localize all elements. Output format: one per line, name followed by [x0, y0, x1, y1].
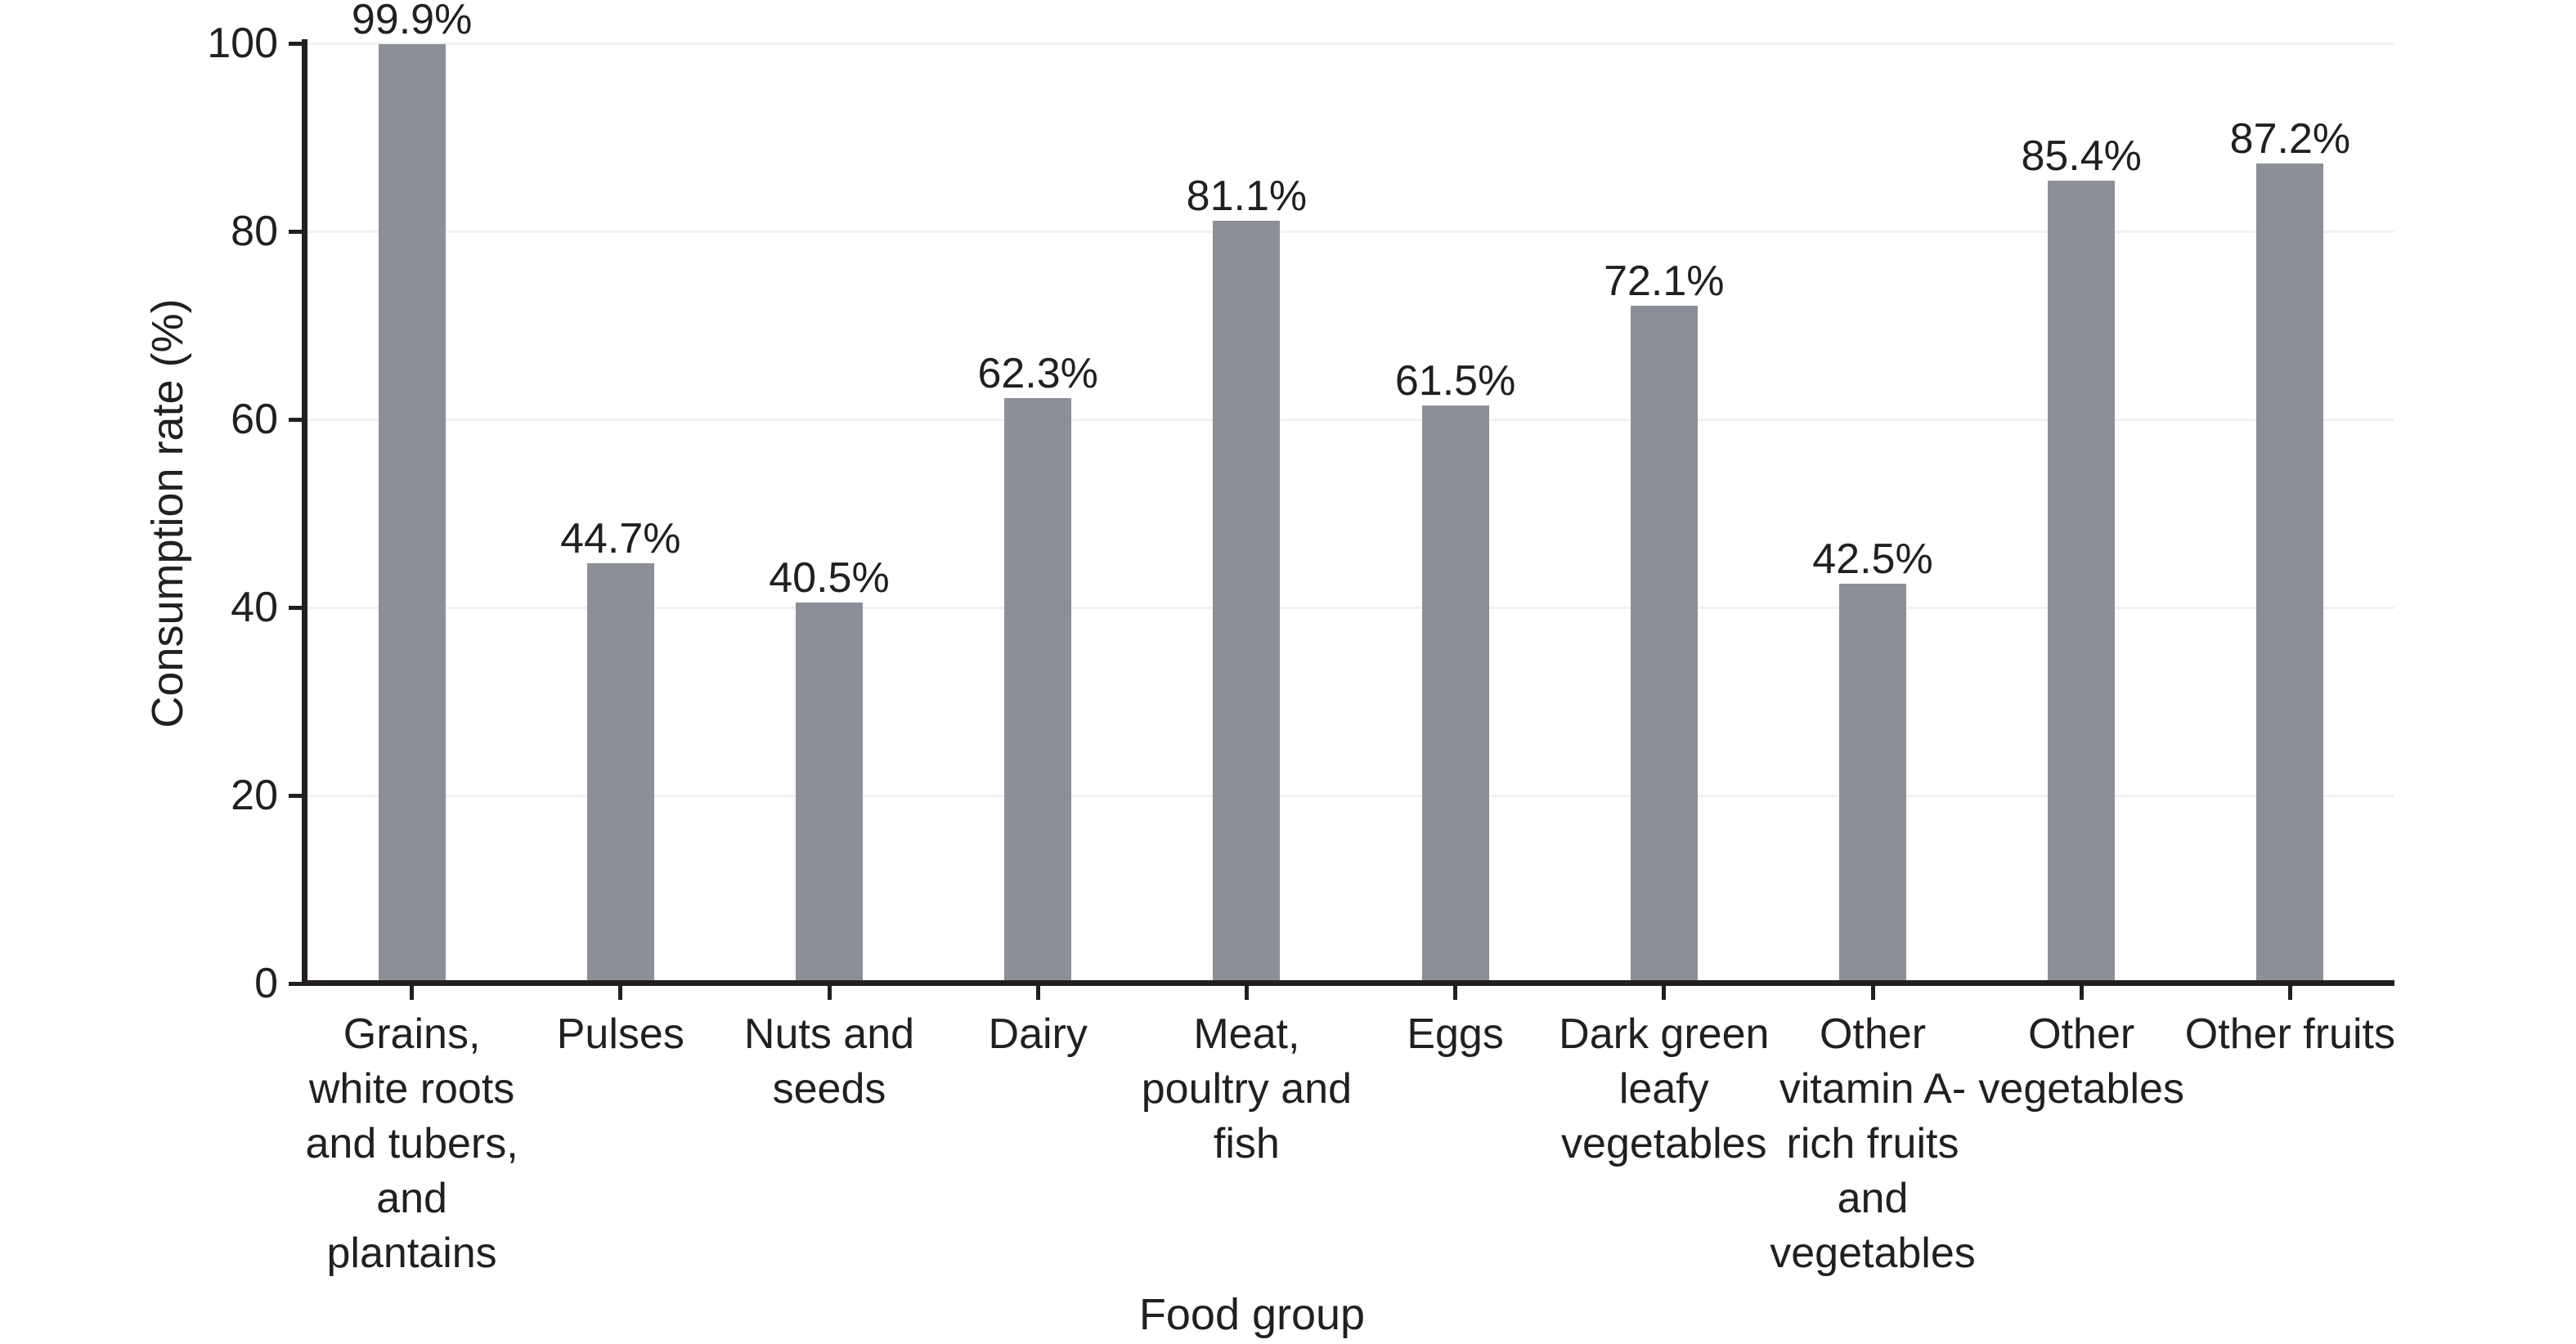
bar-8 — [1839, 584, 1906, 983]
value-label-2: 44.7% — [560, 514, 681, 562]
category-label-line: leafy — [1618, 1065, 1709, 1113]
x-tick-2 — [618, 983, 623, 1000]
x-tick-8 — [1870, 983, 1875, 1000]
x-tick-4 — [1035, 983, 1040, 1000]
y-tick-label-80: 80 — [231, 208, 278, 255]
bar-3 — [796, 603, 863, 983]
category-label-line: rich fruits — [1786, 1120, 1959, 1167]
x-axis-line — [302, 980, 2394, 986]
category-label-4: Dairy — [903, 1007, 1173, 1062]
value-label-9: 85.4% — [2021, 132, 2142, 180]
category-label-line: vitamin A- — [1779, 1065, 1967, 1113]
x-tick-9 — [2079, 983, 2084, 1000]
category-label-line: fish — [1213, 1120, 1280, 1167]
bar-10 — [2256, 164, 2324, 983]
gridline-100 — [307, 43, 2394, 45]
y-tick-label-20: 20 — [231, 772, 278, 819]
y-tick-80 — [289, 230, 302, 234]
category-label-8: Other vitamin A-rich fruits and vegetables — [1738, 1007, 2008, 1281]
category-label-line: Dark green — [1559, 1010, 1770, 1058]
category-label-10: Other fruits — [2155, 1007, 2425, 1062]
category-label-line: Other fruits — [2184, 1010, 2395, 1058]
y-tick-label-100: 100 — [207, 20, 278, 67]
category-label-line: white roots — [308, 1065, 515, 1113]
value-label-4: 62.3% — [977, 349, 1098, 397]
bar-7 — [1630, 305, 1698, 983]
x-tick-3 — [827, 983, 832, 1000]
category-label-line: Eggs — [1407, 1010, 1504, 1058]
category-label-line: seeds — [772, 1065, 886, 1113]
category-label-line: Nuts and — [743, 1010, 915, 1058]
bar-5 — [1213, 221, 1281, 983]
category-label-6: Eggs — [1321, 1007, 1591, 1062]
value-label-3: 40.5% — [769, 554, 890, 603]
y-tick-label-0: 0 — [254, 960, 278, 1007]
category-label-line: Meat, — [1193, 1010, 1300, 1058]
x-tick-6 — [1453, 983, 1458, 1000]
bar-4 — [1004, 397, 1072, 983]
category-label-line: and tubers, — [305, 1120, 518, 1167]
category-label-line: Other — [2028, 1010, 2135, 1058]
category-label-1: Grains, white roots and tubers, and plantain… — [277, 1007, 547, 1281]
category-label-2: Pulses — [486, 1007, 756, 1062]
y-tick-0 — [289, 982, 302, 986]
category-label-3: Nuts and seeds — [694, 1007, 964, 1117]
gridline-80 — [307, 231, 2394, 233]
gridline-60 — [307, 419, 2394, 421]
gridline-20 — [307, 795, 2394, 797]
category-label-line: plantains — [326, 1230, 497, 1277]
value-label-5: 81.1% — [1186, 172, 1308, 221]
category-label-line: vegetables — [1561, 1120, 1767, 1167]
category-label-line: poultry and — [1141, 1065, 1353, 1113]
bar-6 — [1421, 405, 1489, 983]
category-label-line: Other — [1819, 1010, 1927, 1058]
x-tick-7 — [1662, 983, 1667, 1000]
category-label-line: and — [376, 1175, 447, 1222]
bar-2 — [586, 562, 654, 983]
y-tick-label-40: 40 — [231, 584, 278, 631]
y-axis-title: Consumption rate (%) — [143, 298, 192, 728]
y-tick-label-60: 60 — [231, 396, 278, 443]
category-label-line: Pulses — [556, 1010, 684, 1058]
category-label-9: Other vegetables — [1946, 1007, 2216, 1117]
y-tick-100 — [289, 42, 302, 46]
y-tick-40 — [289, 606, 302, 610]
value-label-7: 72.1% — [1604, 257, 1725, 305]
x-tick-5 — [1244, 983, 1249, 1000]
y-tick-20 — [289, 794, 302, 798]
category-label-line: and — [1837, 1175, 1909, 1222]
value-label-6: 61.5% — [1394, 356, 1516, 405]
category-label-5: Meat, poultry and fish — [1111, 1007, 1381, 1172]
category-label-line: vegetables — [1770, 1230, 1976, 1277]
value-label-8: 42.5% — [1812, 535, 1933, 584]
bar-9 — [2048, 180, 2116, 983]
y-axis-line — [302, 39, 307, 983]
value-label-10: 87.2% — [2229, 115, 2351, 164]
plot-area — [307, 43, 2394, 983]
category-label-line: Dairy — [988, 1010, 1088, 1058]
value-label-1: 99.9% — [351, 0, 473, 44]
x-tick-10 — [2287, 983, 2292, 1000]
y-tick-60 — [289, 418, 302, 422]
gridline-40 — [307, 607, 2394, 609]
category-label-line: vegetables — [1978, 1065, 2184, 1113]
x-axis-title: Food group — [1138, 1290, 1366, 1339]
x-tick-1 — [410, 983, 415, 1000]
category-label-line: Grains, — [343, 1010, 481, 1058]
category-label-7: Dark green leafy vegetables — [1529, 1007, 1799, 1172]
bar-1 — [378, 44, 446, 983]
